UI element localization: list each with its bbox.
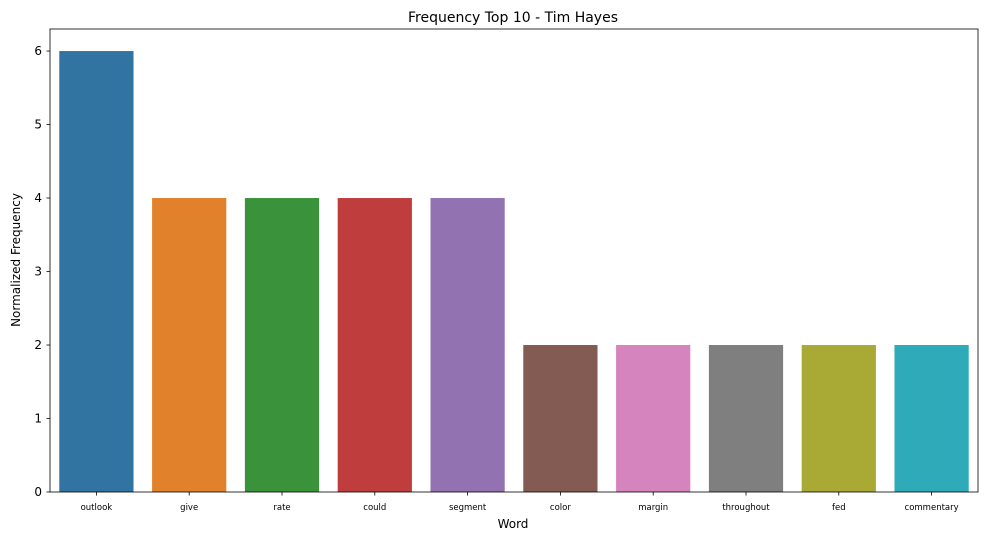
bar-could	[337, 198, 412, 493]
y-tick-label: 0	[34, 485, 42, 499]
bar-margin	[616, 345, 691, 492]
x-tick-label: segment	[449, 503, 487, 513]
y-tick-label: 3	[34, 265, 42, 279]
bar-commentary	[894, 345, 969, 492]
bar-throughout	[708, 345, 784, 492]
bars-group	[59, 51, 969, 493]
x-tick-label: rate	[273, 503, 290, 513]
x-tick-label: give	[180, 503, 198, 513]
y-tick-label: 5	[34, 118, 42, 132]
x-tick-label: outlook	[81, 503, 113, 513]
x-tick-label: fed	[832, 503, 846, 513]
bar-segment	[430, 198, 505, 493]
x-tick-label: could	[363, 503, 386, 513]
y-tick-label: 6	[34, 44, 42, 58]
bar-rate	[244, 198, 320, 493]
x-axis-label: Word	[498, 517, 529, 531]
bar-fed	[801, 345, 876, 492]
y-tick-label: 4	[34, 191, 42, 205]
x-axis-ticks: outlook give rate could segment color margin th…	[81, 492, 959, 513]
bar-outlook	[59, 51, 134, 493]
y-tick-label: 2	[34, 338, 42, 352]
bar-give	[152, 198, 227, 493]
x-tick-label: margin	[638, 503, 668, 513]
x-tick-label: throughout	[722, 503, 770, 513]
x-tick-label: color	[550, 503, 571, 513]
y-axis-label: Normalized Frequency	[9, 193, 23, 327]
plot-frame	[49, 28, 979, 493]
bar-color	[523, 345, 598, 492]
y-tick-label: 1	[34, 412, 42, 426]
chart-title: Frequency Top 10 - Tim Hayes	[408, 10, 618, 26]
y-axis-ticks: 0 1 2 3 4 5 6	[34, 44, 50, 499]
x-tick-label: commentary	[905, 503, 959, 513]
